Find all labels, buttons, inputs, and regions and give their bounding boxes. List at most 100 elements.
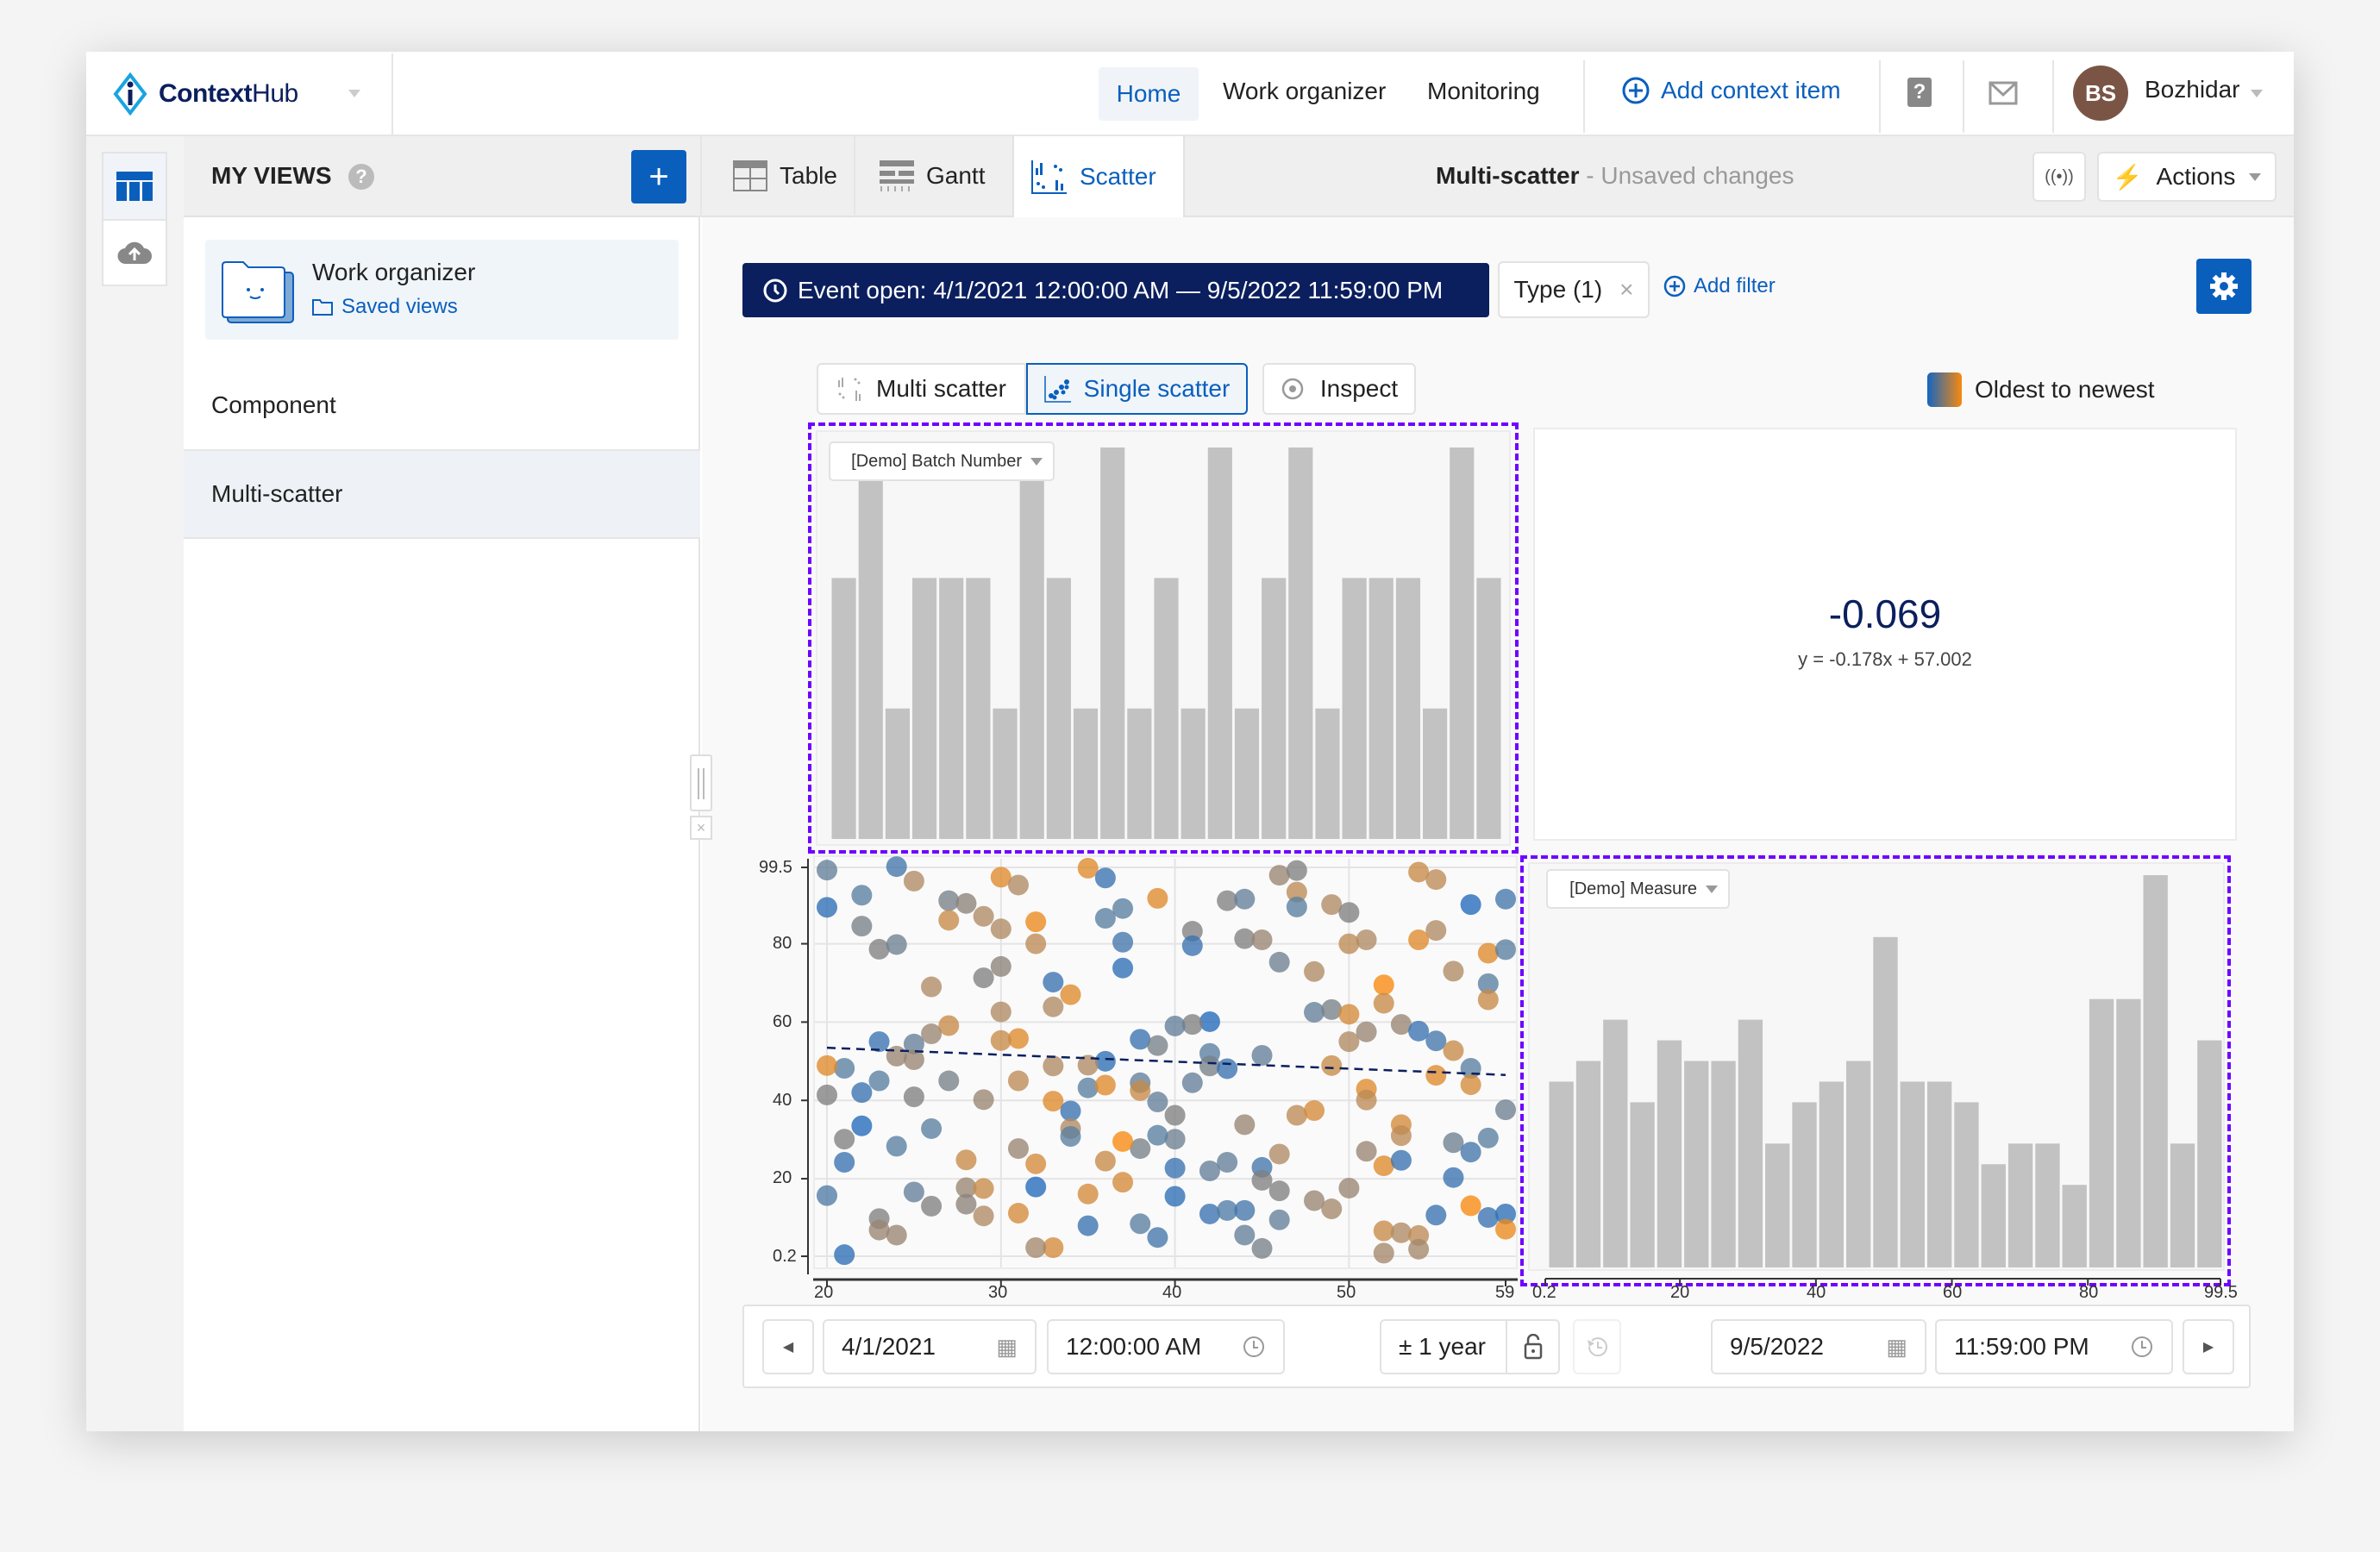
mode-label: Multi scatter — [876, 375, 1006, 402]
mode-inspect[interactable]: Inspect — [1262, 363, 1416, 415]
add-context-item-button[interactable]: Add context item — [1621, 76, 1841, 105]
clock-icon[interactable] — [1242, 1335, 1266, 1359]
end-date-value: 9/5/2022 — [1730, 1333, 1824, 1360]
type-filter-chip[interactable]: Type (1) × — [1498, 261, 1650, 318]
brand-light: Hub — [252, 79, 298, 108]
start-time-input[interactable]: 12:00:00 AM — [1047, 1319, 1285, 1374]
brand-dropdown-caret-icon[interactable] — [348, 90, 360, 97]
mode-label: Inspect — [1319, 375, 1399, 402]
history-icon — [1588, 1337, 1607, 1357]
divider — [1583, 60, 1585, 133]
end-time-input[interactable]: 11:59:00 PM — [1935, 1319, 2173, 1374]
history-button[interactable] — [1573, 1319, 1621, 1374]
add-view-button[interactable]: + — [631, 150, 686, 203]
plus-icon: + — [648, 157, 669, 196]
list-item-label: Multi-scatter — [211, 480, 343, 507]
divider — [391, 53, 393, 136]
y-tick-label: 80 — [773, 934, 792, 953]
chevron-down-icon — [1706, 885, 1718, 893]
multi-scatter-icon — [838, 378, 861, 401]
gantt-icon — [880, 160, 914, 191]
view-title: Multi-scatter - Unsaved changes — [1436, 162, 1794, 190]
rail-views-button[interactable] — [102, 152, 167, 221]
folder-icon — [222, 261, 294, 323]
list-item-selected[interactable]: Multi-scatter — [184, 451, 700, 539]
actions-caret-icon — [2249, 172, 2262, 181]
hist-tick-label: 80 — [2079, 1283, 2099, 1302]
panel-resize-handle[interactable] — [690, 754, 712, 811]
view-title-name: Multi-scatter — [1436, 162, 1580, 189]
calendar-icon[interactable]: ▦ — [1886, 1333, 1907, 1360]
x-histogram-selection[interactable] — [808, 422, 1519, 854]
live-mode-button[interactable]: ((•)) — [2032, 152, 2086, 202]
add-filter-button[interactable]: Add filter — [1663, 274, 1776, 298]
range-duration-input[interactable]: ± 1 year — [1380, 1319, 1507, 1374]
card-title: Work organizer — [312, 259, 476, 285]
hist-tick-label: 20 — [1670, 1283, 1690, 1302]
list-item-label: Component — [211, 391, 336, 418]
rail-upload-button[interactable] — [102, 221, 167, 286]
clock-icon — [763, 278, 787, 302]
folder-small-icon — [312, 299, 333, 316]
next-range-button[interactable]: ▶ — [2183, 1319, 2234, 1374]
calendar-icon[interactable]: ▦ — [996, 1333, 1018, 1360]
y-histogram-selection[interactable] — [1520, 855, 2231, 1286]
x-tick-label: 30 — [988, 1283, 1008, 1302]
event-filter-label: Event open: 4/1/2021 12:00:00 AM — 9/5/2… — [798, 276, 1444, 304]
clock-icon[interactable] — [2130, 1335, 2154, 1359]
brand-logo[interactable]: ContextHub — [110, 72, 298, 116]
x-tick-label: 59 — [1495, 1283, 1515, 1302]
tab-table[interactable]: Table — [716, 136, 854, 216]
avatar[interactable]: BS — [2073, 66, 2128, 121]
y-tick-label: 40 — [773, 1091, 792, 1110]
nav-home[interactable]: Home — [1099, 67, 1199, 121]
actions-label: Actions — [2156, 163, 2236, 190]
start-date-value: 4/1/2021 — [842, 1333, 936, 1360]
list-item[interactable]: Component — [184, 371, 700, 451]
user-name[interactable]: Bozhidar — [2145, 76, 2240, 103]
tab-gantt-label: Gantt — [926, 162, 986, 189]
y-tick-label: 0.2 — [773, 1247, 797, 1266]
mode-multi-scatter[interactable]: Multi scatter — [817, 363, 1026, 415]
start-date-input[interactable]: 4/1/2021 ▦ — [823, 1319, 1037, 1374]
plus-circle-icon — [1663, 275, 1686, 297]
help-icon[interactable]: ? — [1907, 78, 1932, 107]
actions-button[interactable]: ⚡ Actions — [2097, 152, 2277, 202]
saved-views-link[interactable]: Saved views — [341, 295, 458, 318]
color-legend-label: Oldest to newest — [1975, 376, 2155, 403]
work-organizer-card[interactable]: Work organizer Saved views — [205, 240, 679, 340]
collapse-panel-button[interactable]: × — [690, 816, 712, 840]
event-date-filter-chip[interactable]: Event open: 4/1/2021 12:00:00 AM — 9/5/2… — [742, 263, 1489, 317]
divider — [854, 136, 855, 217]
tab-gantt[interactable]: Gantt — [862, 136, 1011, 216]
end-time-value: 11:59:00 PM — [1954, 1333, 2089, 1360]
x-tick-label: 20 — [814, 1283, 834, 1302]
x-variable-label: [Demo] Batch Number — [851, 451, 1022, 471]
previous-range-button[interactable]: ◀ — [762, 1319, 814, 1374]
broadcast-icon: ((•)) — [2045, 166, 2074, 186]
start-time-value: 12:00:00 AM — [1066, 1333, 1202, 1360]
lock-range-button[interactable] — [1506, 1319, 1560, 1374]
nav-monitoring[interactable]: Monitoring — [1427, 78, 1540, 104]
single-scatter-icon — [1043, 376, 1071, 403]
nav-work-organizer[interactable]: Work organizer — [1223, 78, 1387, 104]
regression-equation: y = -0.178x + 57.002 — [1798, 648, 1972, 670]
help-circle-icon[interactable]: ? — [348, 164, 374, 190]
close-icon[interactable]: × — [1619, 276, 1634, 303]
hist-tick-label: 99.5 — [2204, 1283, 2238, 1302]
tab-scatter-label: Scatter — [1080, 163, 1156, 190]
mode-single-scatter[interactable]: Single scatter — [1026, 363, 1248, 415]
icon-rail — [86, 136, 184, 1431]
x-variable-dropdown[interactable]: [Demo] Batch Number — [829, 441, 1055, 481]
divider — [1963, 60, 1964, 133]
y-variable-dropdown[interactable]: [Demo] Measure — [1546, 869, 1730, 909]
x-tick-label: 50 — [1337, 1283, 1356, 1302]
correlation-value: -0.069 — [1828, 591, 1942, 636]
hist-tick-label: 40 — [1807, 1283, 1826, 1302]
scatter-icon — [1031, 160, 1067, 194]
tab-scatter[interactable]: Scatter — [1012, 136, 1185, 217]
user-menu-caret-icon[interactable] — [2251, 90, 2263, 97]
end-date-input[interactable]: 9/5/2022 ▦ — [1711, 1319, 1926, 1374]
settings-button[interactable] — [2196, 259, 2252, 314]
mail-icon[interactable] — [1989, 81, 2018, 105]
